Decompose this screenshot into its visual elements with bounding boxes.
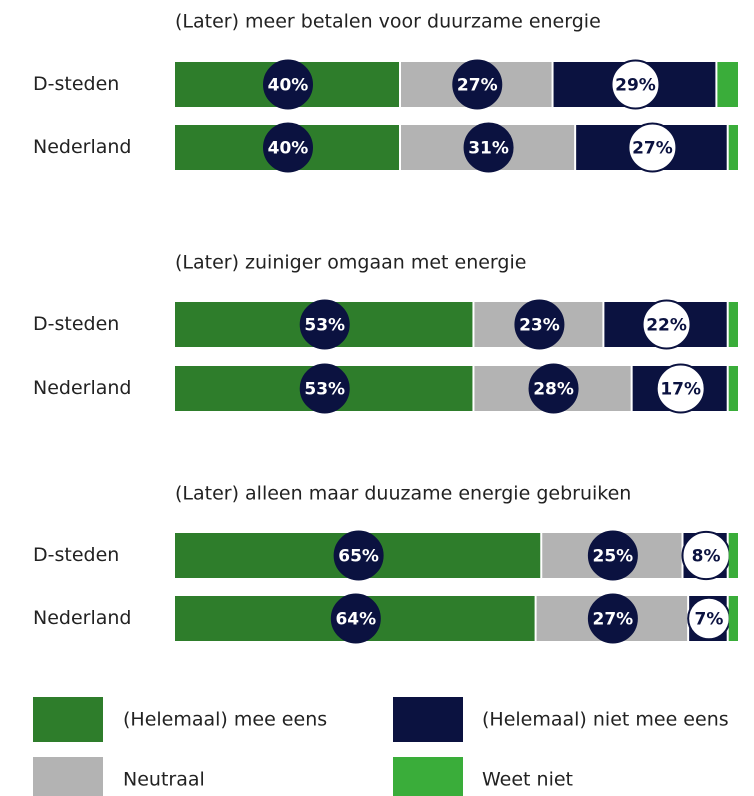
- label-badge: [587, 593, 638, 644]
- bar-segment: [728, 596, 738, 641]
- label-badge: [528, 363, 579, 414]
- value-label: 53%: [304, 316, 345, 336]
- value-label: 40%: [268, 76, 309, 96]
- label-badge: [610, 59, 661, 110]
- value-label: 29%: [615, 76, 656, 96]
- bar-segment: [728, 366, 738, 411]
- legend-swatch: [33, 757, 103, 796]
- label-badge: [655, 363, 706, 414]
- legend-label: (Helemaal) niet mee eens: [482, 709, 729, 731]
- label-badge: [587, 530, 638, 581]
- legend-swatch: [33, 697, 103, 742]
- value-label: 23%: [519, 316, 560, 336]
- legend-swatch: [393, 697, 463, 742]
- value-label: 8%: [692, 547, 721, 567]
- bar-segment: [728, 533, 738, 578]
- label-badge: [330, 593, 381, 644]
- panel-title: (Later) zuiniger omgaan met energie: [175, 252, 526, 274]
- value-label: 65%: [338, 547, 379, 567]
- value-label: 7%: [694, 610, 723, 630]
- value-label: 28%: [533, 380, 574, 400]
- legend-label: (Helemaal) mee eens: [123, 709, 327, 731]
- value-label: 27%: [457, 76, 498, 96]
- row-label: D-steden: [33, 73, 119, 95]
- bar-segment: [717, 62, 738, 107]
- row-label: D-steden: [33, 313, 119, 335]
- row-label: D-steden: [33, 544, 119, 566]
- label-badge: [299, 299, 350, 350]
- legend-label: Weet niet: [482, 769, 573, 791]
- label-badge: [452, 59, 503, 110]
- value-label: 40%: [268, 139, 309, 159]
- label-badge: [333, 530, 384, 581]
- value-label: 27%: [593, 610, 634, 630]
- bar-segment: [728, 302, 738, 347]
- value-label: 17%: [660, 380, 701, 400]
- value-label: 31%: [468, 139, 509, 159]
- value-label: 25%: [593, 547, 634, 567]
- label-badge: [627, 122, 678, 173]
- legend-swatch: [393, 757, 463, 796]
- value-label: 64%: [335, 610, 376, 630]
- label-badge: [514, 299, 565, 350]
- value-label: 27%: [632, 139, 673, 159]
- label-badge: [299, 363, 350, 414]
- value-label: 53%: [304, 380, 345, 400]
- value-label: 22%: [646, 316, 687, 336]
- label-badge: [263, 59, 313, 110]
- label-badge: [263, 122, 313, 173]
- label-badge: [463, 122, 514, 173]
- row-label: Nederland: [33, 377, 132, 399]
- panel-title: (Later) meer betalen voor duurzame energ…: [175, 11, 601, 33]
- panel-title: (Later) alleen maar duuzame energie gebr…: [175, 483, 631, 505]
- row-label: Nederland: [33, 136, 132, 158]
- row-label: Nederland: [33, 607, 132, 629]
- legend-label: Neutraal: [123, 769, 205, 791]
- label-badge: [641, 299, 692, 350]
- bar-segment: [728, 125, 738, 170]
